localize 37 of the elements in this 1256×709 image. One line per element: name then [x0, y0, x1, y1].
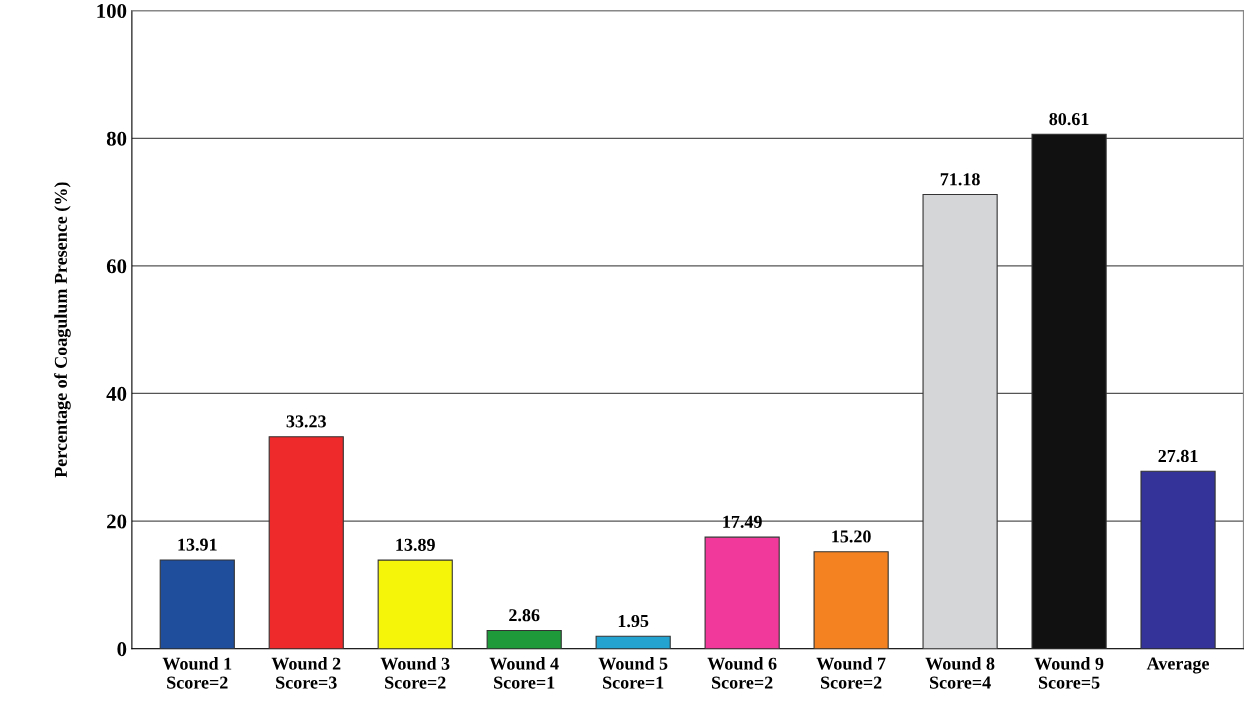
- bar: [377, 559, 453, 649]
- bar: [486, 629, 562, 649]
- x-tick-label: Wound 5 Score=1: [598, 657, 668, 689]
- data-label: 13.91: [178, 538, 217, 551]
- y-tick-label: 80: [106, 131, 127, 146]
- data-label: 27.81: [1158, 449, 1198, 463]
- y-tick-label: 40: [106, 386, 127, 401]
- x-tick-label: Wound 7 Score=2: [816, 657, 886, 689]
- bar: [268, 436, 344, 649]
- data-label: 2.86: [509, 609, 540, 622]
- data-label: 1.95: [618, 614, 649, 628]
- y-tick-label: 20: [107, 514, 127, 529]
- data-label: 17.49: [723, 515, 762, 528]
- y-axis-title: Percentage of Coagulum Presence (%): [54, 182, 71, 478]
- data-label: 33.23: [286, 415, 326, 428]
- bar: [1031, 133, 1107, 649]
- x-tick-label: Wound 8 Score=4: [925, 657, 995, 689]
- data-label: 15.20: [832, 530, 871, 543]
- x-tick-label: Average: [1146, 657, 1209, 674]
- x-tick-label: Wound 3 Score=2: [380, 657, 450, 689]
- bar: [1140, 470, 1216, 649]
- data-label: 80.61: [1049, 112, 1089, 126]
- bar: [922, 193, 998, 649]
- y-tick-label: 100: [97, 4, 127, 19]
- x-tick-label: Wound 4 Score=1: [489, 657, 559, 689]
- y-tick-label: 60: [106, 259, 127, 274]
- bar: [595, 635, 671, 649]
- bar: [159, 559, 235, 649]
- y-tick-label: 0: [117, 642, 127, 657]
- data-label: 71.18: [940, 173, 980, 186]
- x-tick-label: Wound 1 Score=2: [162, 657, 232, 689]
- x-tick-label: Wound 9 Score=5: [1034, 657, 1104, 689]
- x-tick-label: Wound 6 Score=2: [707, 657, 777, 689]
- data-label: 13.89: [396, 538, 435, 551]
- bar: [813, 551, 889, 649]
- bar: [704, 536, 780, 649]
- x-tick-label: Wound 2 Score=3: [271, 657, 341, 689]
